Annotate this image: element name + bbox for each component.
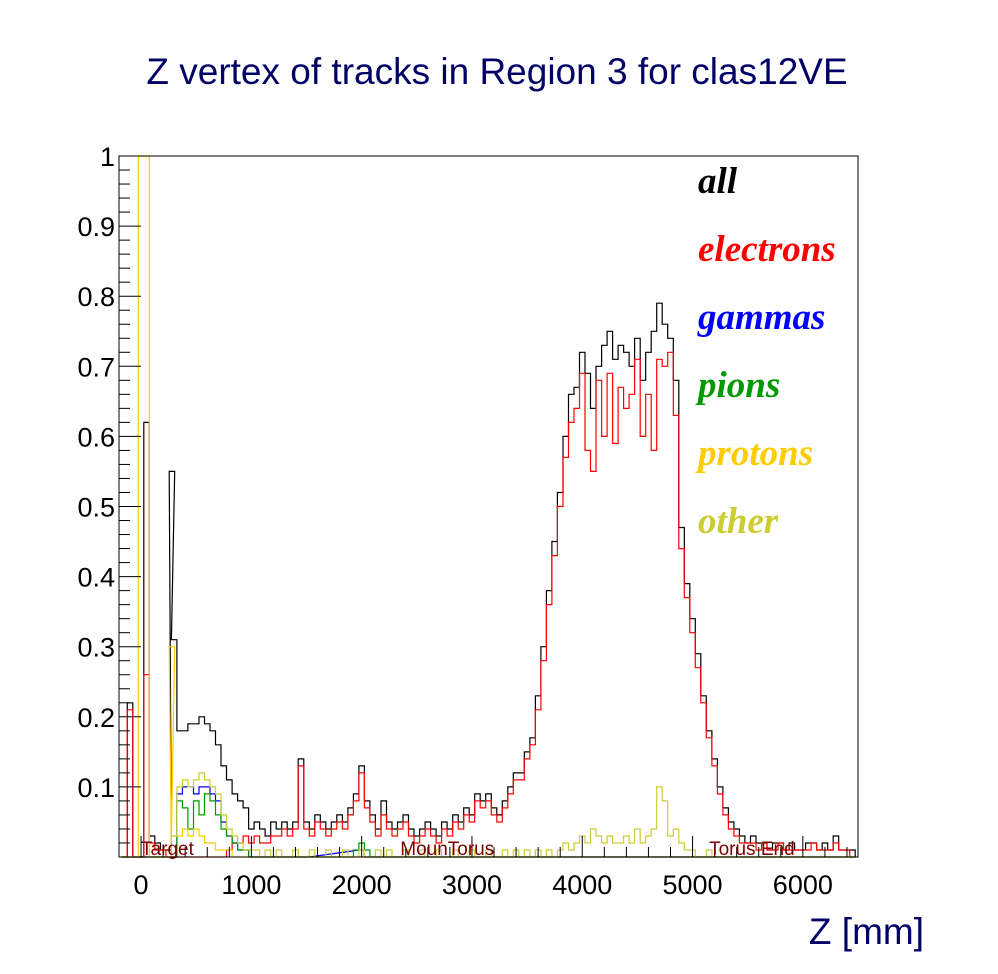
series-line-electrons	[121, 351, 856, 858]
x-tick-label: 4000	[552, 870, 612, 900]
x-tick-label: 6000	[773, 870, 833, 900]
x-tick-label: 3000	[442, 870, 502, 900]
legend-entry-protons: protons	[695, 433, 813, 474]
series-line-all	[121, 302, 856, 858]
y-tick-label: 0.3	[77, 633, 115, 663]
y-tick-label: 0.4	[77, 563, 115, 593]
annotation-label: MounTorus	[400, 839, 494, 860]
x-tick-label: 5000	[663, 870, 723, 900]
chart-title: Z vertex of tracks in Region 3 for clas1…	[146, 51, 847, 92]
legend-entry-pions: pions	[695, 365, 780, 406]
legend-entry-other: other	[698, 501, 779, 542]
x-axis-label: Z [mm]	[809, 911, 924, 952]
legend: all electrons gammas pions protons other	[695, 161, 836, 542]
x-tick-label: 2000	[332, 870, 392, 900]
y-tick-label: 0.1	[77, 773, 115, 803]
annotation-label: Torus End	[709, 839, 795, 860]
legend-entry-gammas: gammas	[697, 297, 825, 338]
y-tick-label: 0.7	[77, 352, 115, 382]
y-tick-label: 0.9	[77, 212, 115, 242]
y-tick-label: 0.2	[77, 703, 115, 733]
axis-layer: 0 1000 2000 3000 4000 5000 6000 0.1 0.2 0.3 0.4 0.5…	[77, 142, 848, 900]
y-tick-label: 0.6	[77, 422, 115, 452]
y-tick-label: 0.8	[77, 282, 115, 312]
y-tick-label: 1	[100, 142, 115, 172]
legend-entry-all: all	[698, 161, 738, 202]
y-tick-label: 0.5	[77, 493, 115, 523]
legend-entry-electrons: electrons	[698, 229, 836, 270]
x-tick-label: 0	[134, 870, 149, 900]
x-tick-label: 1000	[221, 870, 281, 900]
annotation-label: Target	[141, 839, 195, 860]
annotation-layer: Target MounTorus Torus End	[141, 839, 795, 860]
